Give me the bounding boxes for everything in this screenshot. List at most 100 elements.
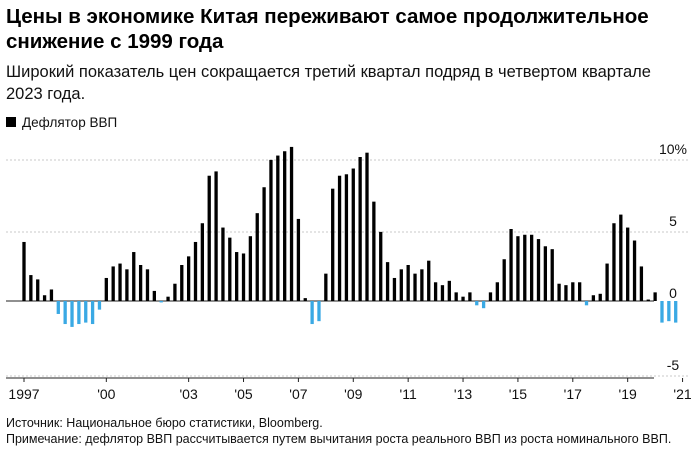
bar xyxy=(276,155,280,301)
bar xyxy=(331,188,335,301)
bar xyxy=(674,301,678,323)
bar xyxy=(632,240,637,301)
bar xyxy=(584,301,589,306)
bar xyxy=(365,152,369,301)
bar xyxy=(132,252,136,301)
bar xyxy=(379,231,383,301)
bar xyxy=(461,296,465,301)
bar xyxy=(255,213,259,301)
methodology-note: Примечание: дефлятор ВВП рассчитывается … xyxy=(6,431,672,446)
bar xyxy=(70,301,74,327)
bar xyxy=(235,252,239,301)
bar xyxy=(516,236,520,301)
x-tick-label: '13 xyxy=(454,386,472,402)
chart-notes: Источник: Национальное бюро статистики, … xyxy=(6,416,690,447)
x-tick-label: '03 xyxy=(180,386,198,402)
x-tick-label: '19 xyxy=(619,386,637,402)
bar xyxy=(173,283,177,301)
bar xyxy=(159,301,163,303)
bar xyxy=(248,236,253,301)
x-tick-label: '09 xyxy=(344,386,362,402)
bar xyxy=(324,273,328,301)
y-tick-label: 5 xyxy=(669,213,677,229)
bar xyxy=(619,214,623,301)
bar xyxy=(372,201,376,301)
bar xyxy=(351,168,355,301)
bar xyxy=(475,301,479,306)
bar xyxy=(509,229,513,301)
bar xyxy=(97,301,102,310)
y-tick-label: 10% xyxy=(659,141,687,157)
x-tick-label: '11 xyxy=(400,386,417,402)
bar xyxy=(433,282,438,301)
bar xyxy=(385,262,390,301)
bar xyxy=(228,237,232,301)
bar xyxy=(660,301,664,323)
y-tick-label: 0 xyxy=(669,285,677,301)
bar xyxy=(289,146,294,301)
legend-swatch xyxy=(6,117,16,127)
bar xyxy=(303,298,307,301)
bar xyxy=(612,223,616,301)
bar xyxy=(667,301,671,322)
bar xyxy=(118,263,122,301)
x-tick-label: '00 xyxy=(97,386,115,402)
bar xyxy=(626,227,630,301)
x-tick-label: '07 xyxy=(289,386,307,402)
bar xyxy=(557,283,561,301)
bar xyxy=(406,265,410,301)
bar xyxy=(138,265,143,301)
x-tick-label: '15 xyxy=(509,386,527,402)
bar xyxy=(283,151,287,301)
bar xyxy=(591,295,596,301)
bar xyxy=(529,234,534,301)
bar xyxy=(427,260,431,301)
bar xyxy=(399,269,403,301)
bar xyxy=(413,273,417,301)
bar xyxy=(207,175,211,301)
bar xyxy=(63,301,67,325)
bar xyxy=(440,285,445,301)
bar xyxy=(571,282,575,301)
bar xyxy=(125,269,129,301)
bar xyxy=(166,296,170,301)
bar xyxy=(523,234,527,301)
bar xyxy=(646,299,650,301)
bar xyxy=(495,282,499,301)
bar xyxy=(241,253,246,301)
bar xyxy=(269,159,273,301)
bar xyxy=(296,218,301,301)
bar xyxy=(605,263,609,301)
source-note: Источник: Национальное бюро статистики, … xyxy=(6,416,323,430)
bar xyxy=(502,259,506,301)
bar xyxy=(29,275,33,301)
chart-subtitle: Широкий показатель цен сокращается трети… xyxy=(6,63,651,103)
bar xyxy=(180,265,184,301)
bar xyxy=(344,174,349,301)
legend: Дефлятор ВВП xyxy=(6,113,117,131)
bar xyxy=(104,277,108,301)
bar xyxy=(214,171,218,301)
x-tick-label: 1997 xyxy=(8,386,39,402)
bar xyxy=(111,266,115,301)
bar xyxy=(653,292,657,301)
bar xyxy=(310,301,314,325)
bar xyxy=(90,301,95,325)
bar xyxy=(317,301,321,322)
x-tick-label: '05 xyxy=(234,386,252,402)
bar xyxy=(84,301,88,323)
bar xyxy=(481,301,486,309)
bar xyxy=(42,295,47,301)
bar xyxy=(193,241,198,301)
bar xyxy=(22,241,26,301)
chart-title: Цены в экономике Китая переживают самое … xyxy=(6,5,649,53)
bar xyxy=(77,301,81,325)
bar xyxy=(186,256,191,301)
bar xyxy=(468,292,472,301)
bar xyxy=(536,239,541,301)
bar xyxy=(543,246,548,301)
bar xyxy=(200,223,205,301)
bar xyxy=(145,269,150,301)
bar xyxy=(420,269,424,301)
